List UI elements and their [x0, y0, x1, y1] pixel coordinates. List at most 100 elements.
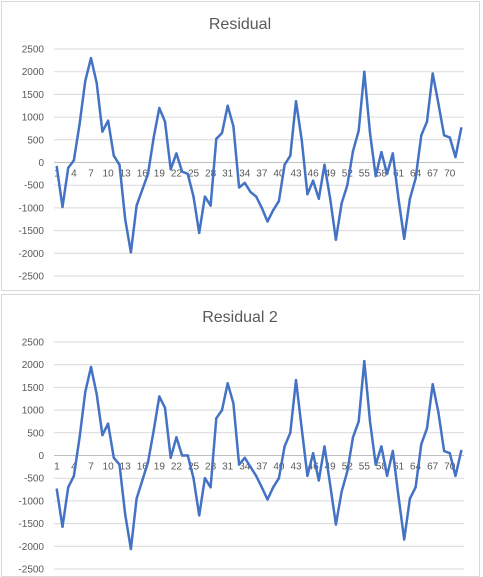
data-point	[260, 486, 264, 489]
data-point	[283, 163, 286, 166]
data-point	[84, 390, 87, 394]
data-point	[437, 102, 440, 105]
data-point	[420, 134, 423, 137]
data-point	[266, 498, 269, 501]
x-tick-label: 43	[290, 169, 302, 180]
data-point	[169, 168, 172, 171]
x-tick-label: 67	[427, 462, 439, 473]
data-point	[67, 166, 70, 170]
data-point	[437, 411, 440, 414]
data-point	[95, 81, 98, 85]
data-point	[67, 486, 70, 489]
data-point	[266, 220, 269, 223]
y-tick-label: 2000	[22, 67, 45, 78]
data-point	[420, 442, 423, 446]
data-point	[220, 131, 224, 135]
data-point	[61, 525, 64, 528]
chart-title: Residual 2	[202, 309, 278, 326]
data-point	[391, 152, 395, 155]
x-tick-label: 70	[444, 462, 456, 473]
data-point	[78, 122, 81, 126]
data-point	[454, 155, 457, 159]
x-tick-label: 25	[188, 462, 200, 473]
x-tick-label: 16	[137, 169, 149, 180]
data-point	[215, 137, 218, 141]
x-tick-label: 22	[171, 169, 183, 180]
data-point	[243, 181, 246, 185]
data-point	[385, 172, 389, 176]
data-point	[403, 237, 406, 240]
x-tick-label: 67	[427, 169, 439, 180]
data-point	[380, 150, 383, 154]
data-point	[169, 456, 172, 459]
data-point	[403, 538, 406, 541]
data-point	[311, 179, 315, 182]
series-line	[55, 359, 463, 551]
data-point	[442, 449, 446, 453]
data-point	[317, 479, 320, 482]
y-tick-label: 500	[27, 135, 44, 146]
x-tick-label: 46	[308, 169, 320, 180]
y-tick-label: 2500	[22, 338, 45, 349]
x-tick-label: 55	[359, 169, 371, 180]
data-point	[431, 72, 434, 75]
y-tick-label: -500	[24, 474, 44, 485]
data-point	[226, 104, 229, 107]
data-point	[237, 186, 241, 189]
y-tick-label: 1500	[22, 383, 45, 394]
data-point	[425, 427, 429, 430]
y-tick-label: -1500	[18, 226, 44, 237]
data-point	[397, 197, 400, 201]
chart-title: Residual	[209, 16, 271, 33]
x-tick-label: 7	[88, 462, 94, 473]
data-point	[385, 474, 389, 478]
data-point	[55, 165, 59, 169]
data-point	[186, 172, 190, 176]
data-point	[277, 199, 281, 203]
residual-2-chart: Residual 2 2500 2000 1500 1000 500 0 -500 -1000…	[18, 309, 464, 576]
x-tick-label: 46	[308, 462, 320, 473]
data-point	[163, 120, 167, 123]
data-point	[101, 130, 104, 133]
data-point	[203, 477, 207, 480]
data-point	[340, 202, 343, 205]
x-tick-label: 37	[256, 462, 268, 473]
data-point	[294, 100, 298, 103]
data-point	[89, 56, 93, 60]
data-point	[459, 449, 463, 453]
x-tick-label: 34	[239, 169, 251, 180]
x-tick-label: 28	[205, 462, 217, 473]
data-point	[306, 193, 309, 196]
x-tick-label: 19	[154, 169, 166, 180]
x-tick-label: 49	[325, 462, 337, 473]
y-tick-label: 1000	[22, 113, 45, 124]
data-point	[448, 452, 451, 455]
y-tick-label: -2500	[18, 272, 44, 283]
data-point	[89, 365, 93, 369]
x-tick-label: 55	[359, 462, 371, 473]
data-point	[300, 427, 303, 430]
data-point	[101, 433, 104, 437]
data-point	[260, 206, 264, 210]
x-tick-label: 25	[188, 169, 200, 180]
x-tick-label: 16	[137, 462, 149, 473]
data-point	[186, 454, 190, 457]
data-point	[459, 127, 463, 130]
x-tick-label: 49	[325, 169, 337, 180]
x-tick-label: 31	[222, 169, 234, 180]
data-point	[414, 177, 417, 180]
data-point	[78, 436, 81, 439]
x-tick-label: 64	[410, 462, 422, 473]
data-point	[448, 136, 451, 139]
data-point	[351, 436, 355, 439]
x-tick-label: 40	[273, 169, 285, 180]
data-point	[180, 454, 184, 457]
data-point	[334, 523, 338, 526]
data-point	[374, 463, 377, 466]
data-point	[175, 152, 178, 155]
y-tick-label: 500	[27, 428, 44, 439]
x-tick-label: 70	[444, 169, 456, 180]
x-tick-label: 7	[88, 169, 94, 180]
data-point	[175, 436, 178, 439]
data-point	[328, 197, 332, 201]
